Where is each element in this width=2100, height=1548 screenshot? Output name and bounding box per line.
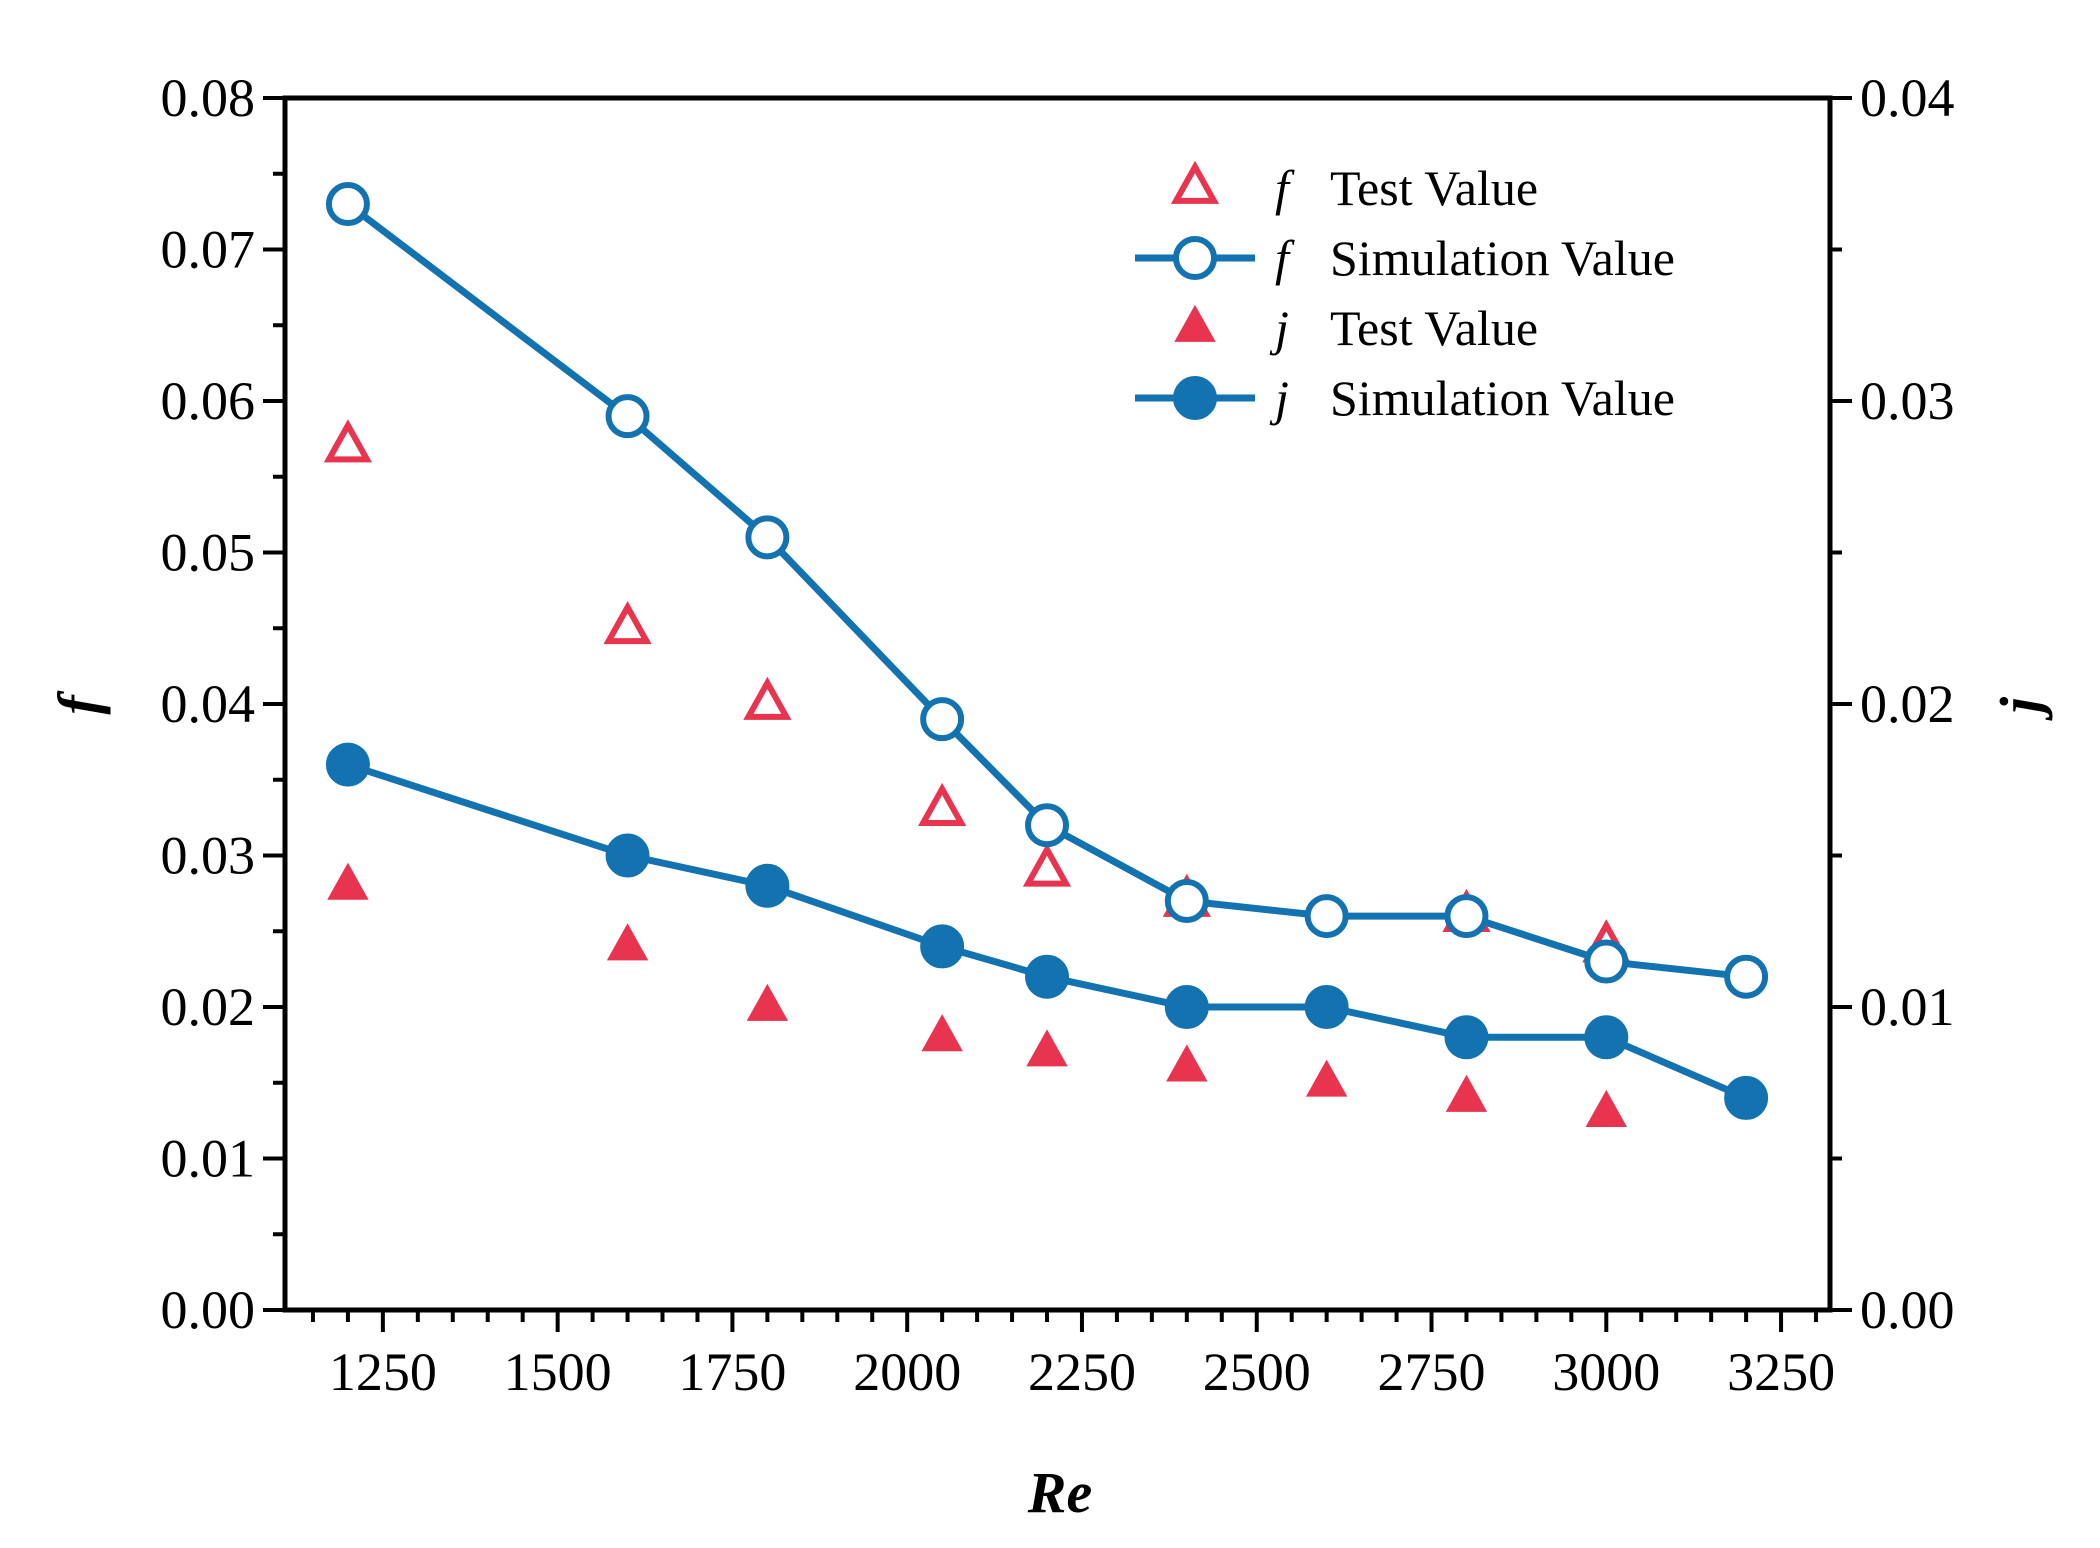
legend-symbol: j	[1269, 300, 1289, 356]
data-point	[323, 419, 373, 463]
data-point	[1724, 954, 1769, 999]
data-point	[327, 862, 369, 900]
x-tick-label: 3250	[1727, 1342, 1835, 1402]
legend-item: f Simulation Value	[1135, 230, 1675, 286]
data-point	[603, 601, 652, 645]
legend-marker	[1174, 304, 1216, 342]
y-left-axis-title: f	[46, 690, 111, 715]
x-tick-label: 3000	[1552, 1342, 1660, 1402]
data-point	[325, 742, 370, 787]
series-f-simulation-value	[325, 182, 1769, 999]
y-left-tick-label: 0.04	[161, 674, 256, 734]
data-point	[1445, 1074, 1488, 1112]
y-left-tick-label: 0.07	[161, 220, 256, 280]
data-point	[1585, 1089, 1627, 1127]
x-tick-label: 1250	[329, 1342, 437, 1402]
legend-label: Simulation Value	[1330, 370, 1675, 426]
legend-label: Test Value	[1330, 300, 1538, 356]
y-left-tick-label: 0.01	[161, 1129, 256, 1189]
data-point	[1584, 1015, 1629, 1060]
legend-item: f Test Value	[1170, 160, 1538, 216]
data-point	[1584, 939, 1629, 984]
data-point	[1166, 1044, 1208, 1082]
data-point	[1304, 894, 1349, 939]
data-point	[1305, 1059, 1348, 1097]
data-point	[743, 676, 792, 720]
series-j-simulation-value	[325, 742, 1769, 1120]
axes: 1250 1500 1750 2000 2250 2500 2750 3000 3250 0.00…	[161, 68, 1955, 1402]
y-right-tick-label: 0.00	[1860, 1280, 1955, 1340]
data-point	[745, 863, 790, 908]
series-j-test-value	[327, 862, 1627, 1127]
x-tick-label: 1500	[504, 1342, 612, 1402]
legend-marker	[1170, 160, 1220, 204]
data-point	[745, 515, 790, 560]
y-right-tick-label: 0.01	[1860, 977, 1955, 1037]
y-left-tick-label: 0.00	[161, 1280, 256, 1340]
data-point	[605, 833, 650, 878]
legend-symbol: j	[1269, 370, 1289, 426]
series-line	[345, 201, 1747, 981]
x-axis-title: Re	[1027, 1460, 1092, 1525]
y-left-tick-label: 0.06	[161, 371, 256, 431]
x-tick-label: 2500	[1203, 1342, 1311, 1402]
legend-marker	[1173, 236, 1217, 280]
legend-item: j Simulation Value	[1135, 370, 1675, 426]
data-point	[921, 1014, 963, 1052]
data-point	[325, 182, 370, 227]
x-tick-label: 2750	[1378, 1342, 1486, 1402]
data-point	[1164, 985, 1209, 1029]
y-left-tick-label: 0.03	[161, 826, 256, 886]
data-point	[1444, 1015, 1489, 1060]
data-point	[1022, 843, 1072, 887]
y-left-tick-label: 0.05	[161, 523, 256, 583]
x-tick-label: 2250	[1028, 1342, 1136, 1402]
legend-item: j Test Value	[1174, 300, 1538, 356]
legend-label: Simulation Value	[1330, 230, 1675, 286]
series-line	[346, 761, 1748, 1102]
data-point	[1724, 1075, 1769, 1120]
data-point	[1025, 803, 1070, 848]
data-point	[920, 697, 965, 742]
data-point	[1026, 1029, 1068, 1067]
y-right-tick-label: 0.02	[1860, 674, 1955, 734]
y-left-tick-label: 0.08	[161, 68, 256, 128]
y-right-tick-label: 0.04	[1860, 68, 1955, 128]
data-point	[1164, 878, 1209, 923]
plot-area	[323, 182, 1769, 1127]
legend-marker	[1173, 376, 1217, 420]
y-right-axis-title: j	[1988, 696, 2053, 721]
data-point	[606, 923, 649, 961]
x-tick-label: 2000	[853, 1342, 961, 1402]
data-point	[1025, 954, 1070, 999]
legend-symbol: f	[1275, 230, 1295, 286]
data-point	[746, 983, 789, 1021]
data-point	[918, 782, 967, 826]
data-point	[605, 394, 650, 439]
y-left-tick-label: 0.02	[161, 977, 256, 1037]
data-point	[1304, 985, 1349, 1029]
series-f-test-value	[323, 419, 1631, 963]
x-tick-label: 1750	[678, 1342, 786, 1402]
data-point	[920, 924, 965, 969]
legend-symbol: f	[1275, 160, 1295, 216]
legend-label: Test Value	[1330, 160, 1538, 216]
y-right-tick-label: 0.03	[1860, 371, 1955, 431]
data-point	[1444, 894, 1489, 939]
